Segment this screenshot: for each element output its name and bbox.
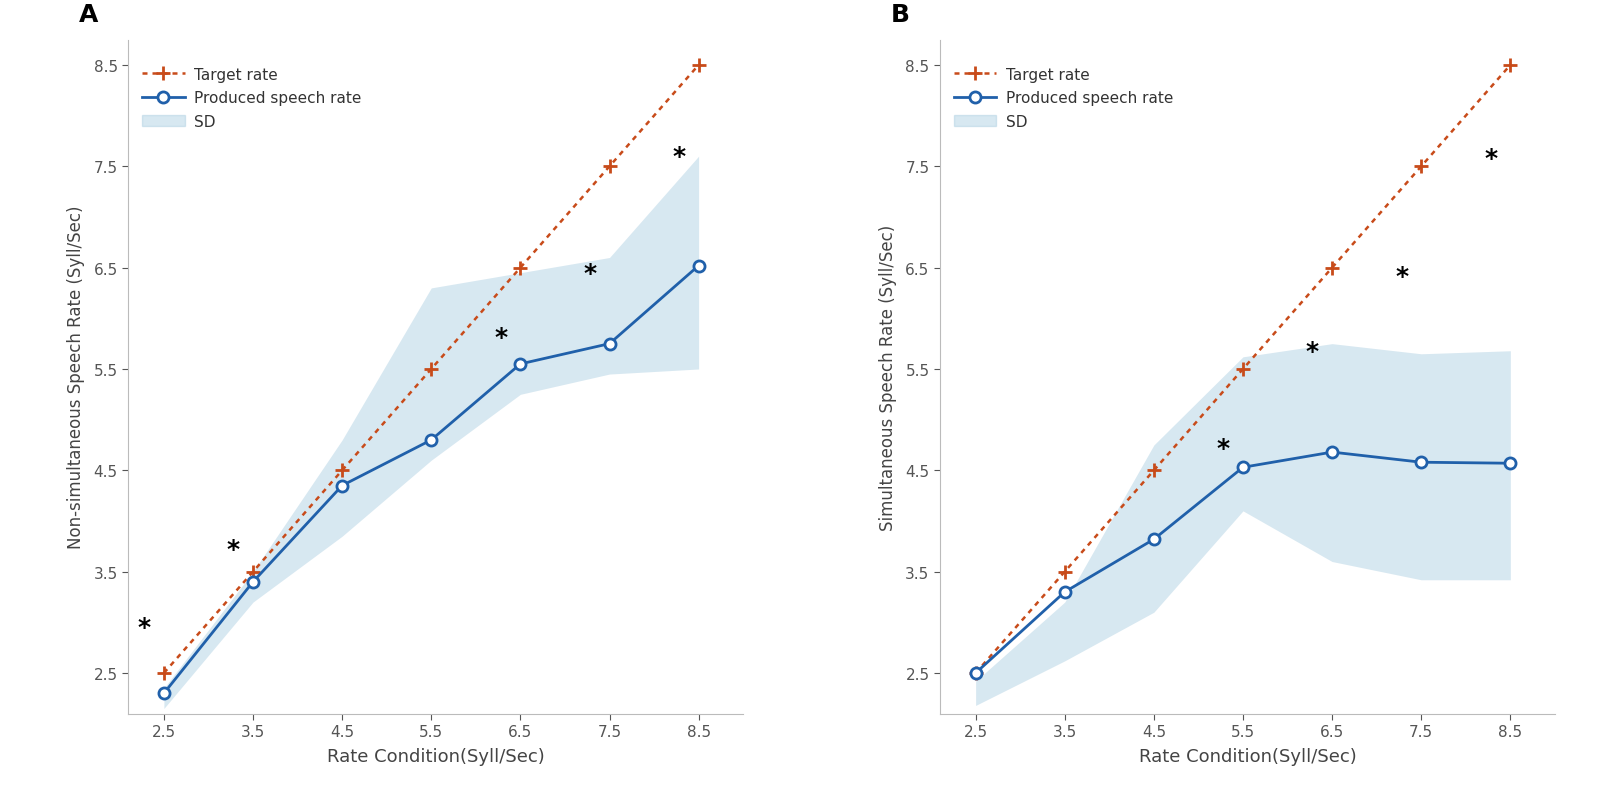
X-axis label: Rate Condition(Syll/Sec): Rate Condition(Syll/Sec)	[327, 748, 545, 766]
Produced speech rate	[422, 436, 441, 445]
Target rate	[1145, 466, 1164, 475]
Text: *: *	[228, 538, 240, 562]
Text: *: *	[1395, 264, 1407, 289]
Y-axis label: Simultaneous Speech Rate (Syll/Sec): Simultaneous Speech Rate (Syll/Sec)	[878, 224, 898, 530]
Produced speech rate	[154, 689, 173, 698]
Target rate	[422, 365, 441, 375]
Produced speech rate	[244, 577, 263, 587]
Produced speech rate	[600, 339, 619, 349]
Legend: Target rate, Produced speech rate, SD: Target rate, Produced speech rate, SD	[947, 62, 1180, 135]
Text: *: *	[1306, 339, 1319, 363]
Text: *: *	[138, 616, 151, 640]
Target rate	[1412, 162, 1431, 172]
Produced speech rate	[1412, 457, 1431, 467]
Legend: Target rate, Produced speech rate, SD: Target rate, Produced speech rate, SD	[136, 62, 367, 135]
Produced speech rate	[689, 261, 709, 271]
Target rate	[511, 264, 531, 273]
Target rate	[689, 61, 709, 71]
Target rate	[332, 466, 351, 475]
Target rate	[154, 668, 173, 678]
Line: Produced speech rate: Produced speech rate	[159, 260, 704, 699]
Target rate	[967, 668, 986, 678]
Target rate	[600, 162, 619, 172]
Text: *: *	[494, 325, 507, 349]
Produced speech rate	[967, 668, 986, 678]
Line: Produced speech rate: Produced speech rate	[970, 447, 1516, 679]
Target rate	[1322, 264, 1342, 273]
X-axis label: Rate Condition(Syll/Sec): Rate Condition(Syll/Sec)	[1138, 748, 1356, 766]
Produced speech rate	[1233, 463, 1252, 473]
Target rate	[1500, 61, 1520, 71]
Y-axis label: Non-simultaneous Speech Rate (Syll/Sec): Non-simultaneous Speech Rate (Syll/Sec)	[67, 205, 85, 549]
Line: Target rate: Target rate	[968, 59, 1518, 680]
Produced speech rate	[1055, 587, 1074, 597]
Target rate	[1233, 365, 1252, 375]
Text: *: *	[583, 261, 596, 285]
Produced speech rate	[1322, 448, 1342, 457]
Text: *: *	[1217, 436, 1230, 461]
Text: *: *	[672, 145, 686, 169]
Produced speech rate	[1500, 459, 1520, 469]
Target rate	[1055, 567, 1074, 577]
Produced speech rate	[332, 481, 351, 491]
Text: A: A	[79, 3, 98, 27]
Produced speech rate	[1145, 534, 1164, 544]
Target rate	[244, 567, 263, 577]
Produced speech rate	[511, 359, 531, 369]
Text: B: B	[891, 3, 911, 27]
Text: *: *	[1484, 147, 1497, 171]
Line: Target rate: Target rate	[157, 59, 705, 680]
